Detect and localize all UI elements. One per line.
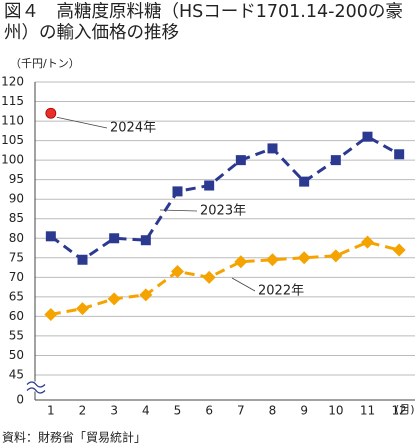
y-tick-label: 100 bbox=[1, 153, 24, 167]
marker bbox=[394, 149, 405, 160]
x-tick-label: 10 bbox=[328, 404, 343, 418]
y-tick-label: 115 bbox=[1, 94, 24, 108]
y-tick-label: 80 bbox=[9, 231, 24, 245]
marker bbox=[172, 186, 183, 197]
x-unit: (月) bbox=[395, 403, 415, 416]
marker bbox=[202, 270, 216, 284]
chart-title: 図４ 高糖度原料糖（HSコード1701.14-200の豪州）の輸入価格の推移 bbox=[4, 2, 403, 43]
marker bbox=[171, 264, 184, 278]
y-tick-label: 105 bbox=[1, 133, 24, 147]
series-label: 2024年 bbox=[110, 121, 156, 136]
marker bbox=[297, 251, 311, 265]
marker bbox=[267, 143, 278, 154]
y-tick-label: 120 bbox=[1, 75, 24, 89]
marker bbox=[361, 235, 374, 249]
marker bbox=[362, 131, 373, 142]
axis-break bbox=[26, 387, 46, 394]
x-tick-label: 9 bbox=[300, 404, 308, 418]
y-tick-label: 45 bbox=[9, 368, 24, 382]
y-tick-label: 50 bbox=[9, 348, 24, 362]
x-tick-label: 7 bbox=[237, 404, 245, 418]
axis-break bbox=[26, 381, 46, 388]
axis-break-mask bbox=[25, 381, 45, 392]
leader-line bbox=[159, 209, 198, 212]
series-label: 2022年 bbox=[258, 284, 304, 299]
y-tick-label: 65 bbox=[9, 289, 24, 303]
y-tick-label: 75 bbox=[9, 250, 24, 264]
y-tick-label: 60 bbox=[9, 309, 24, 323]
y-tick-label: 55 bbox=[9, 328, 24, 342]
marker bbox=[45, 107, 57, 119]
x-tick-label: 4 bbox=[142, 404, 150, 418]
marker bbox=[204, 180, 215, 191]
marker bbox=[76, 302, 89, 316]
y-tick-label: 0 bbox=[16, 393, 24, 407]
marker bbox=[330, 155, 341, 166]
y-tick-label: 85 bbox=[9, 211, 24, 225]
x-tick-label: 8 bbox=[269, 404, 277, 418]
marker bbox=[392, 243, 406, 257]
x-tick-label: 5 bbox=[174, 404, 182, 418]
marker bbox=[234, 255, 248, 269]
series-label: 2023年 bbox=[200, 204, 246, 219]
marker bbox=[109, 233, 120, 244]
marker bbox=[235, 155, 246, 166]
x-tick-label: 6 bbox=[205, 404, 213, 418]
x-tick-label: 11 bbox=[360, 404, 375, 418]
series-line bbox=[50, 240, 400, 316]
y-tick-label: 70 bbox=[9, 270, 24, 284]
x-tick-label: 12 bbox=[392, 404, 407, 418]
marker bbox=[44, 307, 58, 321]
leader-line bbox=[231, 277, 256, 292]
leader-line bbox=[56, 116, 108, 129]
y-tick-label: 95 bbox=[9, 172, 24, 186]
marker bbox=[45, 231, 56, 242]
x-tick-label: 2 bbox=[79, 404, 87, 418]
marker bbox=[77, 254, 88, 265]
marker bbox=[299, 176, 310, 187]
y-tick-label: 110 bbox=[1, 114, 24, 128]
marker bbox=[140, 235, 151, 246]
x-tick-label: 1 bbox=[47, 404, 55, 418]
marker bbox=[266, 253, 279, 267]
x-tick-label: 3 bbox=[110, 404, 118, 418]
marker bbox=[329, 249, 343, 263]
y-unit: （千円/トン） bbox=[10, 57, 80, 70]
source: 資料：財務省「貿易統計」 bbox=[2, 430, 146, 445]
marker bbox=[139, 288, 153, 302]
series-line bbox=[49, 134, 400, 262]
marker bbox=[107, 292, 121, 306]
y-tick-label: 90 bbox=[9, 192, 24, 206]
